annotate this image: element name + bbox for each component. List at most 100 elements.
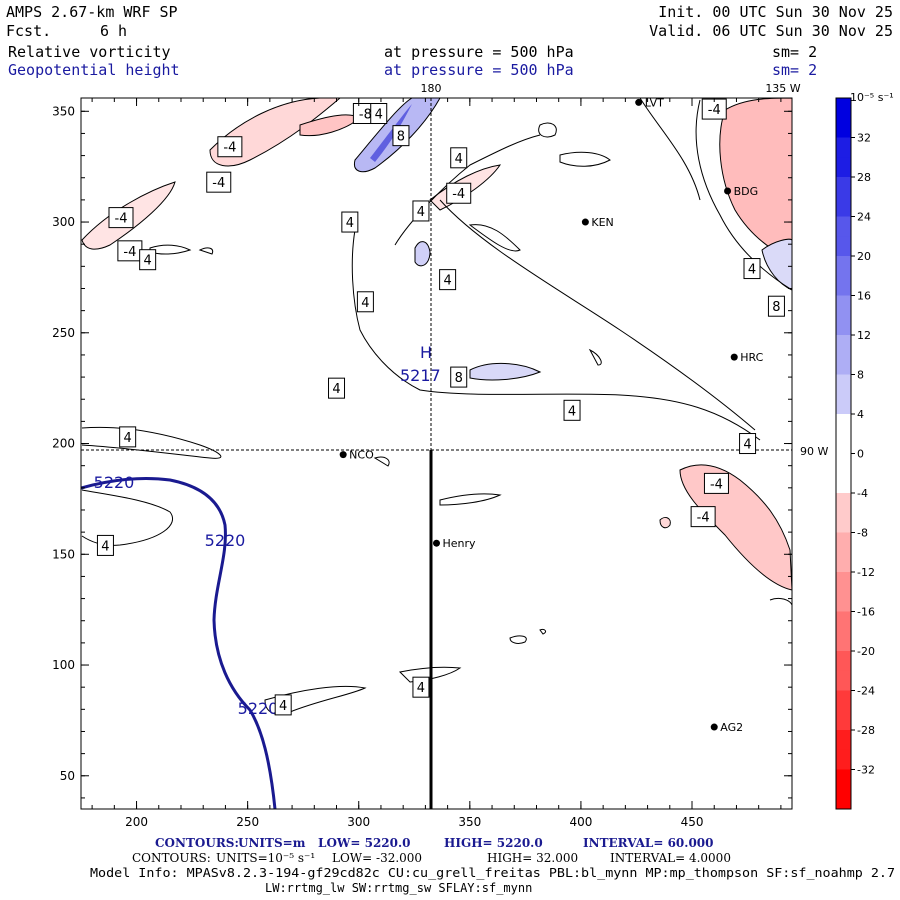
colorbar-segment [836,670,851,691]
vort-contour [439,493,502,506]
colorbar-segment [836,256,851,277]
colorbar-segment [836,354,851,375]
vort-contour-label: 8 [397,130,405,145]
colorbar-tick-label: 4 [857,408,864,421]
vort-contour-label-box [341,211,359,233]
colorbar-segment [836,769,851,790]
vort-contour-label: -4 [123,245,136,260]
colorbar-tick-label: 24 [857,211,871,224]
pressure-vorticity: at pressure = 500 hPa [384,43,574,61]
vort-contour [588,348,602,366]
vort-contours-interval: INTERVAL= 4.0000 [610,851,731,865]
high-center-value: 5217 [400,366,441,385]
colorbar-tick-label: 12 [857,329,871,342]
pos-vort-area [370,104,412,162]
colorbar: 32 28 24 20 16 12 8 4 0 -4 -8 -12 -16 -20 -24 -28 -32 [835,97,875,810]
x-tick-label: 400 [569,815,592,829]
height-contours-high: HIGH= 5220.0 [444,836,543,850]
colorbar-segment [836,690,851,711]
station-dot [635,98,643,106]
vort-contour [695,99,792,291]
colorbar-tick-label: -12 [857,566,875,579]
height-contour-labels: 5220 5220 5220 [94,473,279,718]
field-height: Geopotential height [8,61,180,79]
station-label: LVT [645,96,664,109]
vort-contour-label: 4 [124,431,132,446]
colorbar-segment [836,335,851,356]
vort-contour [351,229,761,441]
y-tick-label: 250 [52,326,75,340]
y-tick-label: 300 [52,215,75,229]
vort-contour-label: -8 [359,108,372,123]
vort-contour-label: -4 [710,477,723,492]
colorbar-segment [836,572,851,593]
model-title: AMPS 2.67-km WRF SP [6,3,178,21]
vort-contour [539,629,547,635]
vort-contour-label-box [392,125,410,147]
x-tick-label: 200 [125,815,148,829]
x-tick-label: 350 [458,815,481,829]
vort-contour-label: 8 [772,300,780,315]
vort-contour-label: 4 [361,296,369,311]
colorbar-segment [836,453,851,474]
lon-label-180: 180 [421,82,442,95]
vort-contour-label: -4 [697,511,710,526]
vort-contour-label: 8 [455,371,463,386]
colorbar-segment [836,196,851,217]
vort-contour-label: -4 [212,176,225,191]
station-label: NCO [349,449,374,462]
vort-contour-label: 4 [455,152,463,167]
height-contour-5220 [81,476,277,809]
station-label: HRC [740,351,763,364]
colorbar-tick-label: -32 [857,764,875,777]
colorbar-segment [836,414,851,435]
height-contours-interval: INTERVAL= 60.000 [583,836,714,850]
vort-contour-label: 4 [144,254,152,269]
vort-contour-label-box [563,399,581,421]
colorbar-segment [836,157,851,178]
height-contour-label: 5220 [94,473,135,492]
station-label: Henry [443,537,477,550]
vort-contour-label-box [96,534,114,556]
station-label: BDG [734,185,759,198]
colorbar-segment [836,216,851,237]
colorbar-segment [836,591,851,612]
colorbar-segment [836,275,851,296]
neg-vort-area [719,98,792,261]
vort-contour-label-box [446,182,472,204]
height-contours-units: UNITS=m [238,836,306,850]
vort-contour-label: 4 [417,681,425,696]
vort-contour-label: 4 [417,205,425,220]
neg-vort-area [659,517,671,529]
vort-contour-label-box [217,136,243,158]
pos-vort-area [414,241,431,267]
colorbar-tick-label: -16 [857,606,875,619]
y-tick-label: 100 [52,658,75,672]
y-tick-label: 50 [60,769,75,783]
station-dot [710,723,718,731]
vort-contour-label-box [274,694,292,716]
model-info: Model Info: MPASv8.2.3-194-gf29cd82c CU:… [90,866,895,880]
vort-contour-label-box [450,366,468,388]
vort-contour-label: 4 [279,699,287,714]
vort-contour-label: -4 [223,141,236,156]
vort-contour-label-box [690,506,716,528]
height-contour-label: 5220 [238,699,279,718]
colorbar-segment [836,493,851,514]
colorbar-segment [836,749,851,770]
colorbar-tick-label: 16 [857,290,871,303]
vort-contour-label: -4 [452,187,465,202]
vort-contour [769,597,792,606]
colorbar-segment [836,473,851,494]
valid-time: Valid. 06 UTC Sun 30 Nov 25 [649,22,893,40]
y-axis: 50 100 150 200 250 300 350 [52,104,792,799]
vort-contour [468,224,521,252]
colorbar-segment [836,611,851,632]
colorbar-segment [836,137,851,158]
vort-contours-low: LOW= -32.000 [332,851,422,865]
footer: CONTOURS: UNITS=m LOW= 5220.0 HIGH= 5220… [90,836,895,895]
y-tick-label: 200 [52,437,75,451]
vort-contour [198,247,214,255]
x-axis: 200 250 300 350 400 450 [91,98,782,829]
vort-contour [639,98,701,201]
